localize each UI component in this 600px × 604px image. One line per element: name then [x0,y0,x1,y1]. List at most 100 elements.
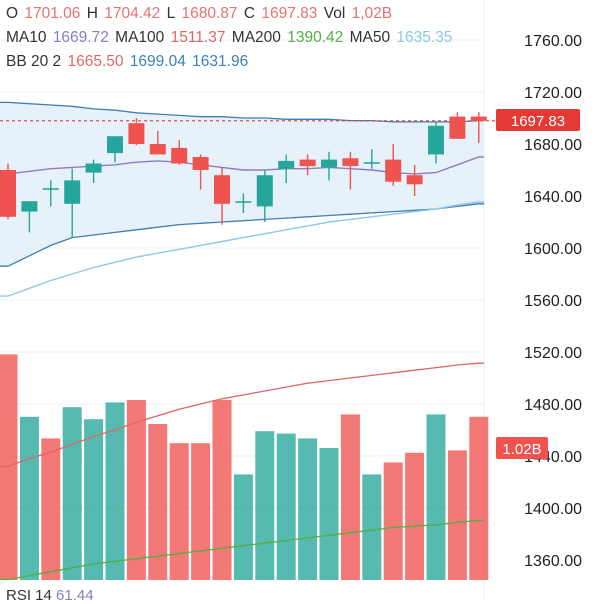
candle-body [64,180,81,204]
volume-bars [0,354,489,580]
price-axis: 1360.001400.001440.001480.001520.001560.… [524,33,582,570]
bb-upper-value: 1665.50 [67,53,124,70]
volume-bar [212,400,232,580]
volume-label: Vol [323,5,346,22]
ma50-value: 1635.35 [396,29,453,46]
volume-badge-text: 1.02B [502,441,541,458]
candle[interactable] [385,144,402,186]
candle[interactable] [342,151,359,190]
candle-body [321,159,337,168]
candle-body [342,158,359,167]
volume-bar [340,414,360,580]
ma100-value: 1511.37 [170,29,226,46]
volume-bar [426,414,446,580]
candle-body [470,116,487,121]
high-label: H [86,5,98,22]
ma100-label: MA100 [115,29,165,46]
ma100-line [0,362,484,468]
candle-body [214,175,230,204]
y-tick-label: 1720.00 [524,85,582,102]
ma10-label: MA10 [6,29,47,46]
rsi-label: RSI 14 [6,587,52,604]
candle[interactable] [470,112,487,143]
candle[interactable] [278,154,295,183]
candle[interactable] [235,193,252,213]
candle[interactable] [42,180,59,207]
candle-body [449,116,466,139]
candle-body [128,123,145,144]
volume-bar [255,431,275,580]
rsi-value: 61.44 [56,587,94,604]
candle[interactable] [256,170,273,222]
low-value: 1680.87 [181,5,238,22]
candle-body [85,163,102,173]
ma200-line [0,519,484,581]
candle[interactable] [449,112,466,139]
y-tick-label: 1560.00 [524,293,582,310]
candle[interactable] [192,154,209,190]
candle-body [363,162,380,164]
candle-body [171,147,188,164]
candle[interactable] [128,118,145,146]
volume-value: 1,02B [351,5,393,22]
y-tick-label: 1480.00 [524,397,582,414]
bb-middle-value: 1699.04 [129,53,186,70]
candle-body [42,188,59,190]
ma50-line [0,201,484,297]
candle-body [21,201,38,212]
volume-bar [41,438,61,580]
ma50-label: MA50 [349,29,391,46]
volume-bar [148,424,168,580]
high-value: 1704.42 [104,5,161,22]
candle-body [192,157,209,170]
ma200-value: 1390.42 [287,29,344,46]
close-value: 1697.83 [261,5,318,22]
low-label: L [166,5,176,22]
bb-lower-value: 1631.96 [192,53,249,70]
candle[interactable] [85,159,102,183]
volume-bar [105,402,125,580]
ohlc-legend: O 1701.06 H 1704.42 L 1680.87 C 1697.83 … [6,4,394,24]
last-price-badge [496,109,580,131]
candle[interactable] [0,163,16,220]
volume-bar [383,462,403,580]
candle[interactable] [171,140,188,165]
candle-body [256,175,273,207]
volume-bar [84,419,104,580]
open-label: O [6,5,19,22]
volume-bar [126,400,146,580]
candle[interactable] [149,131,166,155]
candle[interactable] [214,167,230,225]
volume-bar [298,438,318,580]
candle[interactable] [363,149,380,169]
volume-bar [233,474,253,580]
candle-body [406,175,423,185]
volume-bar [447,450,467,580]
y-tick-label: 1760.00 [524,33,582,50]
candle[interactable] [406,164,423,196]
volume-bar [362,474,382,580]
volume-bar [62,407,82,580]
candle-body [278,160,295,169]
candle[interactable] [107,136,123,163]
last-price-badge-text: 1697.83 [511,113,565,130]
volume-bar [0,354,18,580]
ma-legend: MA10 1669.72 MA100 1511.37 MA200 1390.42… [6,28,454,48]
candle[interactable] [21,201,38,233]
candle-body [107,136,123,154]
y-tick-label: 1680.00 [524,137,582,154]
volume-bar [19,416,39,580]
candle-body [235,201,252,203]
y-tick-label: 1360.00 [524,553,582,570]
candle[interactable] [428,121,444,164]
candle[interactable] [299,154,316,176]
volume-badge [496,437,548,459]
rsi-legend: RSI 14 61.44 [6,587,94,604]
ma200-label: MA200 [231,29,281,46]
candle[interactable] [64,168,81,238]
candles[interactable] [0,112,487,238]
candle[interactable] [321,151,337,181]
volume-bar [469,416,489,580]
